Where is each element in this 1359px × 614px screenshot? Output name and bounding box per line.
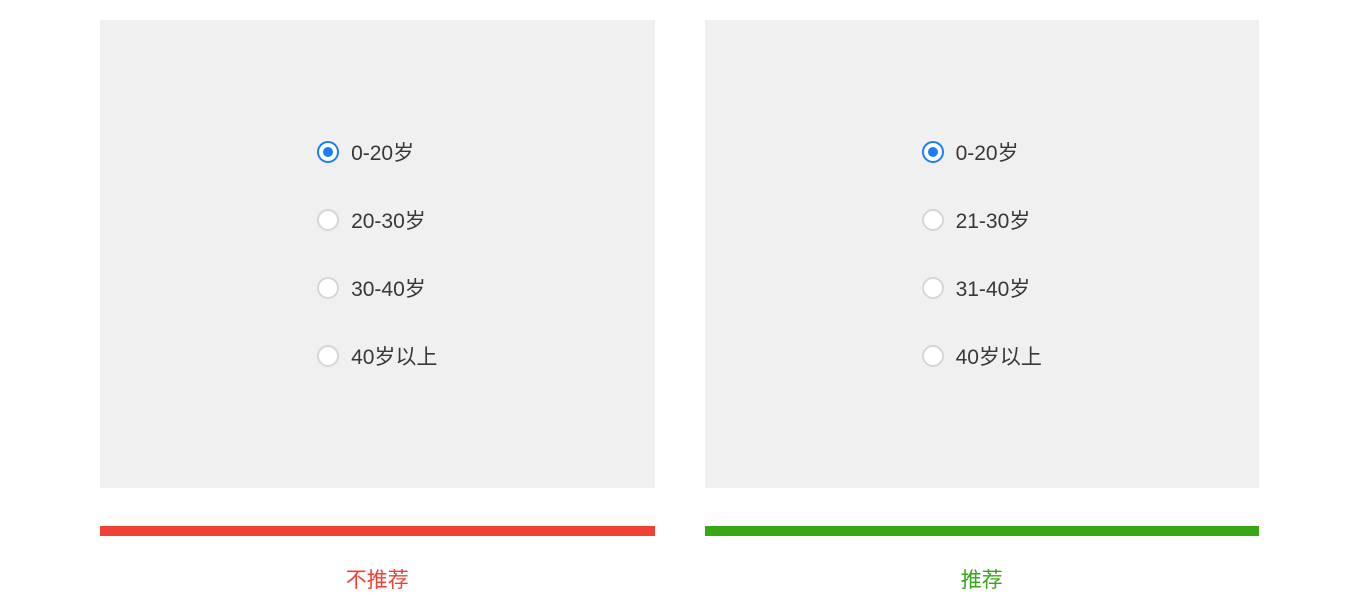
radio-icon <box>317 277 339 299</box>
radio-item[interactable]: 0-20岁 <box>922 137 1042 167</box>
radio-icon <box>317 345 339 367</box>
left-panel: 0-20岁 20-30岁 30-40岁 40岁以上 <box>100 20 655 488</box>
right-radio-group: 0-20岁 21-30岁 31-40岁 40岁以上 <box>922 137 1042 371</box>
radio-label: 40岁以上 <box>956 341 1042 371</box>
radio-item[interactable]: 20-30岁 <box>317 205 437 235</box>
radio-label: 21-30岁 <box>956 205 1031 235</box>
right-panel: 0-20岁 21-30岁 31-40岁 40岁以上 <box>705 20 1260 488</box>
radio-item[interactable]: 30-40岁 <box>317 273 437 303</box>
radio-item[interactable]: 40岁以上 <box>317 341 437 371</box>
radio-label: 0-20岁 <box>351 137 414 167</box>
recommended-panel: 0-20岁 21-30岁 31-40岁 40岁以上 推荐 <box>705 20 1260 594</box>
radio-label: 0-20岁 <box>956 137 1019 167</box>
left-caption: 不推荐 <box>100 564 655 594</box>
radio-item[interactable]: 21-30岁 <box>922 205 1042 235</box>
radio-label: 20-30岁 <box>351 205 426 235</box>
radio-icon <box>922 345 944 367</box>
left-radio-group: 0-20岁 20-30岁 30-40岁 40岁以上 <box>317 137 437 371</box>
radio-icon <box>317 209 339 231</box>
radio-item[interactable]: 31-40岁 <box>922 273 1042 303</box>
radio-icon <box>922 141 944 163</box>
not-recommended-panel: 0-20岁 20-30岁 30-40岁 40岁以上 不推荐 <box>100 20 655 594</box>
left-divider <box>100 526 655 536</box>
radio-item[interactable]: 0-20岁 <box>317 137 437 167</box>
radio-label: 31-40岁 <box>956 273 1031 303</box>
radio-icon <box>922 209 944 231</box>
radio-icon <box>922 277 944 299</box>
radio-icon <box>317 141 339 163</box>
right-divider <box>705 526 1260 536</box>
right-caption: 推荐 <box>705 564 1260 594</box>
radio-label: 30-40岁 <box>351 273 426 303</box>
radio-label: 40岁以上 <box>351 341 437 371</box>
radio-item[interactable]: 40岁以上 <box>922 341 1042 371</box>
